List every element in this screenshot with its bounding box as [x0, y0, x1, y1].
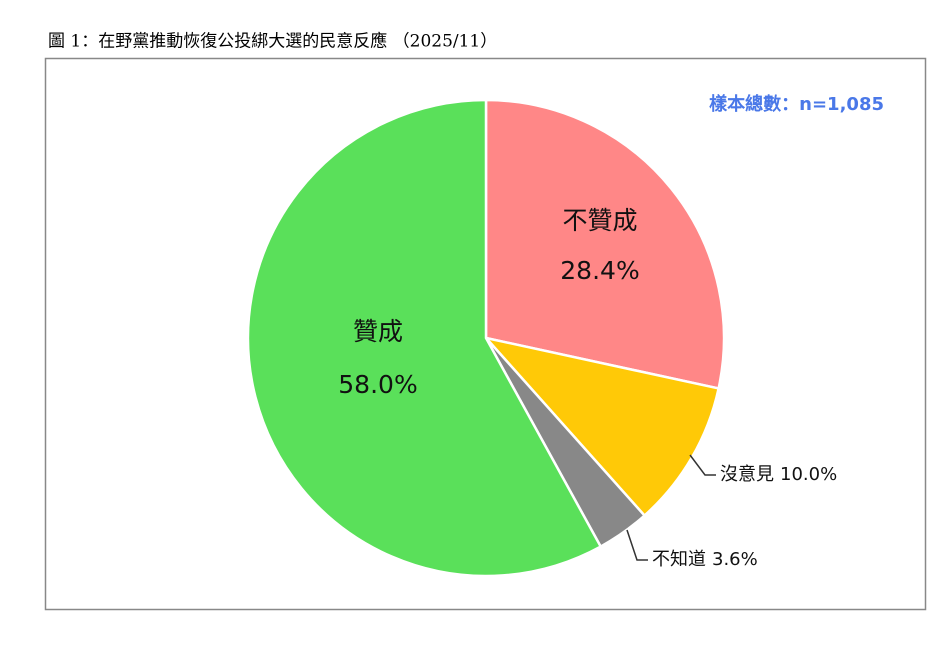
slice-category: 不贊成: [562, 206, 637, 235]
slice-category: 沒意見: [720, 464, 774, 485]
slice-category: 不知道: [652, 549, 706, 570]
slice-label: 沒意見 10.0%: [720, 464, 837, 485]
slice-value-label: 3.6%: [712, 549, 758, 570]
sample-size: 樣本總數：n=1,085: [709, 93, 884, 115]
pie-slice: [484, 98, 726, 390]
slice-category: 贊成: [353, 317, 403, 346]
slice-value-label: 58.0%: [338, 370, 417, 399]
pie-slice: [246, 98, 603, 578]
chart-title: 圖 1：在野黨推動恢復公投綁大選的民意反應 （2025/11）: [48, 31, 497, 52]
slice-value-label: 28.4%: [560, 256, 639, 285]
slice-value-label: 10.0%: [780, 464, 837, 485]
slice-label: 不知道 3.6%: [652, 549, 758, 570]
pie: [246, 98, 726, 578]
leader-line: [689, 454, 716, 476]
leader-line: [626, 529, 648, 561]
